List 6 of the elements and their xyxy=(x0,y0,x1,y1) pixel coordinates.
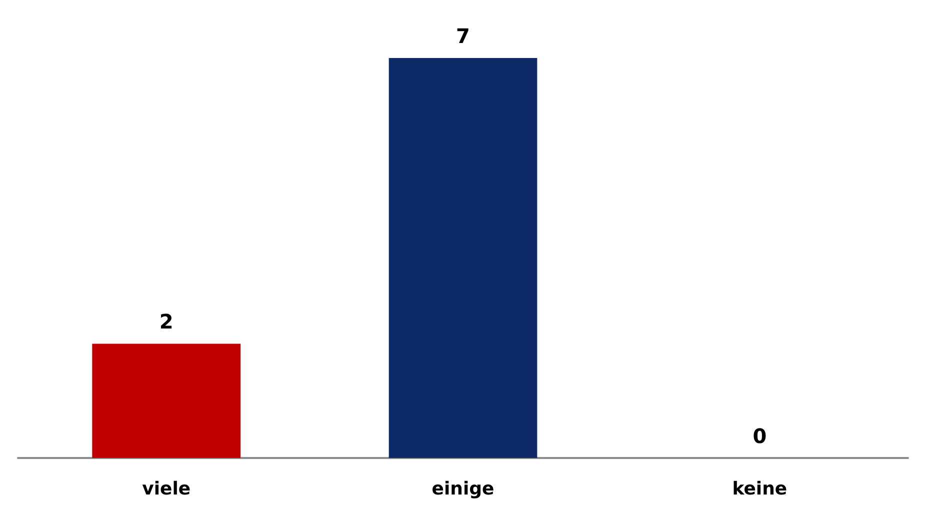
x-tick-label: keine xyxy=(732,478,788,500)
x-tick-label: viele xyxy=(142,478,191,500)
data-label: 0 xyxy=(752,424,767,448)
data-label: 2 xyxy=(159,310,174,334)
x-tick-label: einige xyxy=(432,478,494,500)
data-label: 7 xyxy=(456,24,470,48)
